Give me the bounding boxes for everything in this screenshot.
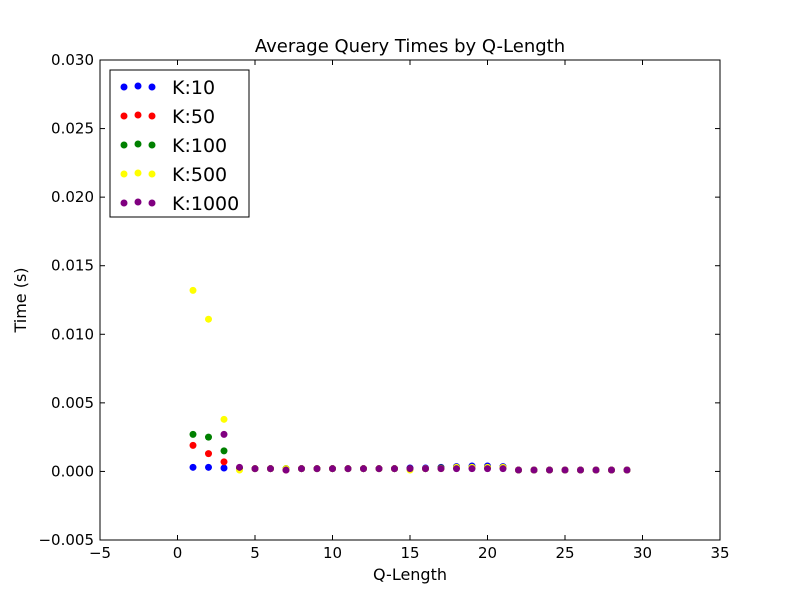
data-point: [189, 430, 197, 438]
chart-title: Average Query Times by Q-Length: [255, 36, 565, 57]
legend-marker: [120, 83, 128, 91]
data-point: [205, 450, 212, 458]
x-tick-label: 0: [173, 544, 183, 562]
legend: K:10 K:50 K:100 K:500 K:1000: [109, 69, 250, 218]
data-point: [375, 465, 383, 473]
data-point: [391, 465, 398, 473]
data-point: [220, 464, 228, 472]
data-point: [437, 465, 445, 473]
legend-marker: [148, 199, 156, 207]
data-point: [189, 286, 197, 294]
legend-label: K:100: [172, 135, 227, 157]
legend-marker: [134, 82, 142, 90]
legend-label: K:50: [172, 106, 215, 128]
x-tick-label: 30: [633, 544, 652, 562]
y-tick-label: 0.005: [51, 394, 94, 412]
y-tick-label: 0.020: [51, 188, 94, 206]
legend-marker: [120, 199, 128, 207]
legend-label: K:500: [172, 164, 227, 186]
legend-marker: [134, 169, 142, 177]
x-tick-label: 25: [555, 544, 574, 562]
x-tick-label: 15: [400, 544, 419, 562]
data-point: [468, 465, 476, 473]
data-point: [220, 458, 228, 466]
data-point: [561, 466, 569, 474]
data-point: [329, 465, 336, 473]
data-point: [344, 465, 352, 473]
legend-box: [109, 69, 250, 218]
x-tick-label: 35: [710, 544, 729, 562]
data-point: [530, 466, 538, 474]
y-axis-label: Time (s): [11, 267, 30, 333]
legend-marker: [120, 141, 128, 149]
legend-marker: [148, 170, 156, 178]
data-point: [220, 447, 228, 455]
data-point: [236, 463, 243, 471]
y-tick-label: −0.005: [38, 531, 94, 549]
data-point: [422, 465, 429, 473]
data-point: [546, 466, 553, 474]
data-point: [592, 466, 600, 474]
x-axis-label: Q-Length: [373, 565, 447, 584]
legend-marker: [134, 140, 142, 148]
data-point: [189, 463, 197, 471]
axis-ticks: −5 0 5 10 15 20 25 30 35 −0.005 0.000 0.005 0.010 0.0…: [38, 51, 729, 562]
legend-label: K:1000: [172, 193, 239, 215]
data-point: [220, 430, 228, 438]
y-tick-label: 0.030: [51, 51, 94, 69]
data-point: [251, 465, 259, 473]
data-point: [189, 441, 197, 449]
data-point: [267, 465, 274, 473]
x-tick-label: 5: [250, 544, 260, 562]
data-point: [484, 465, 491, 473]
data-point: [220, 415, 228, 423]
legend-marker: [120, 112, 128, 120]
data-point: [282, 466, 290, 474]
data-point: [453, 465, 460, 473]
data-point: [360, 465, 367, 473]
data-point: [298, 465, 305, 473]
data-point: [205, 315, 212, 323]
data-point: [313, 465, 321, 473]
legend-label: K:10: [172, 77, 215, 99]
x-tick-label: −5: [89, 544, 111, 562]
x-tick-label: 20: [478, 544, 497, 562]
data-point: [205, 433, 212, 441]
data-point: [515, 466, 522, 474]
plot-area: [189, 286, 631, 474]
data-point: [623, 466, 631, 474]
legend-marker: [120, 170, 128, 178]
data-point: [205, 463, 212, 471]
data-point: [608, 466, 615, 474]
legend-marker: [134, 111, 142, 119]
data-point: [577, 466, 584, 474]
legend-marker: [134, 198, 142, 206]
data-point: [499, 465, 507, 473]
legend-marker: [148, 112, 156, 120]
y-tick-label: 0.000: [51, 462, 94, 480]
legend-marker: [148, 141, 156, 149]
legend-marker: [148, 83, 156, 91]
y-tick-label: 0.025: [51, 120, 94, 138]
series-k-1000: [220, 430, 631, 474]
y-tick-label: 0.015: [51, 257, 94, 275]
x-tick-label: 10: [323, 544, 342, 562]
y-tick-label: 0.010: [51, 325, 94, 343]
data-point: [406, 465, 414, 473]
